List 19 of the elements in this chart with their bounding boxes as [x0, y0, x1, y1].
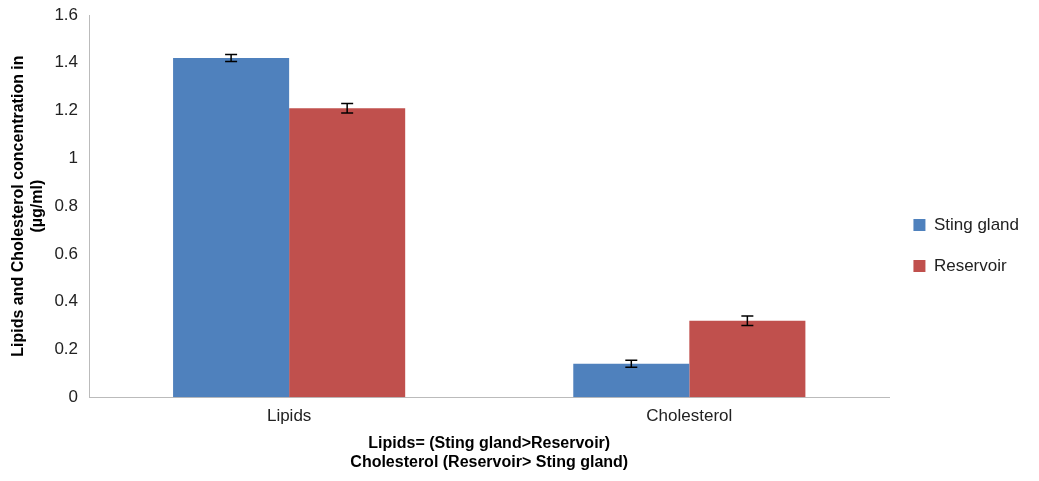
x-axis-title: Lipids= (Sting gland>Reservoir) Cholesterol (Reservoir> Sting gland) [350, 433, 629, 470]
bar [689, 320, 806, 398]
y-tick-label: 0 [68, 386, 79, 406]
x-tick-label: Lipids [266, 406, 312, 426]
bar [289, 108, 406, 398]
y-tick-label: 0.2 [54, 339, 79, 359]
bar [173, 58, 290, 398]
y-tick-label: 1.6 [54, 4, 79, 24]
y-tick-label: 1.4 [54, 52, 79, 72]
y-tick-label: 1.2 [54, 100, 79, 120]
y-tick-label: 0.4 [54, 291, 79, 311]
x-tick-label: Cholesterol [646, 406, 733, 426]
legend-label: Sting gland [933, 214, 1020, 234]
y-tick-label: 0.8 [54, 195, 79, 215]
legend-label: Reservoir [933, 255, 1008, 275]
y-tick-label: 0.6 [54, 243, 79, 263]
y-axis-title: Lipids and Cholesterol concentration in (µg/ml) [9, 55, 46, 357]
y-tick-label: 1 [68, 148, 79, 168]
bar [573, 363, 690, 398]
